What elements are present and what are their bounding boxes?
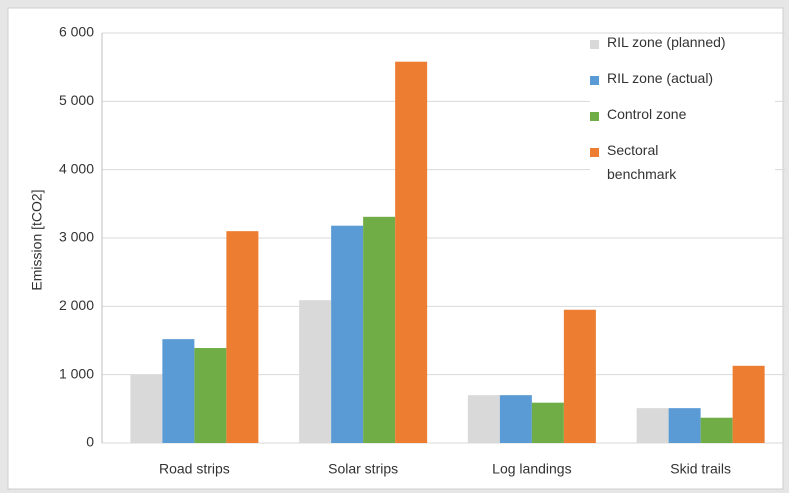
bar: [363, 216, 396, 443]
bar: [636, 408, 669, 443]
legend-label: RIL zone (planned): [607, 34, 726, 50]
bar: [563, 309, 596, 443]
legend-swatch: [590, 76, 599, 85]
bar: [194, 348, 227, 443]
legend-label: Sectoral benchmark: [607, 142, 677, 182]
y-tick-label: 3 000: [59, 229, 94, 245]
bar: [531, 402, 564, 443]
legend-item: RIL zone (actual): [590, 70, 775, 90]
bar: [732, 365, 765, 443]
x-tick-label: Log landings: [492, 461, 571, 477]
y-tick-label: 4 000: [59, 160, 94, 176]
x-tick-label: Road strips: [159, 461, 230, 477]
y-tick-label: 0: [86, 434, 94, 450]
y-tick-label: 6 000: [59, 24, 94, 40]
legend-item: Sectoral benchmark: [590, 142, 775, 186]
bar: [395, 61, 428, 443]
y-axis-label: Emission [tCO2]: [29, 189, 45, 290]
legend: RIL zone (planned) RIL zone (actual) Contr…: [590, 34, 775, 204]
legend-swatch: [590, 112, 599, 121]
legend-swatch: [590, 40, 599, 49]
bar: [162, 339, 195, 443]
bar: [226, 231, 259, 443]
x-tick-label: Solar strips: [328, 461, 398, 477]
bar: [130, 374, 163, 443]
y-tick-label: 1 000: [59, 365, 94, 381]
bar: [700, 417, 733, 443]
legend-label: Control zone: [607, 106, 687, 122]
legend-swatch: [590, 148, 599, 157]
bar: [467, 395, 500, 443]
legend-label: RIL zone (actual): [607, 70, 714, 86]
legend-item: RIL zone (planned): [590, 34, 775, 54]
legend-item: Control zone: [590, 106, 775, 126]
y-tick-label: 5 000: [59, 92, 94, 108]
bar: [299, 300, 332, 443]
bar: [331, 225, 364, 443]
bar: [499, 395, 532, 443]
bar: [668, 408, 701, 443]
x-tick-label: Skid trails: [670, 461, 731, 477]
y-tick-label: 2 000: [59, 297, 94, 313]
